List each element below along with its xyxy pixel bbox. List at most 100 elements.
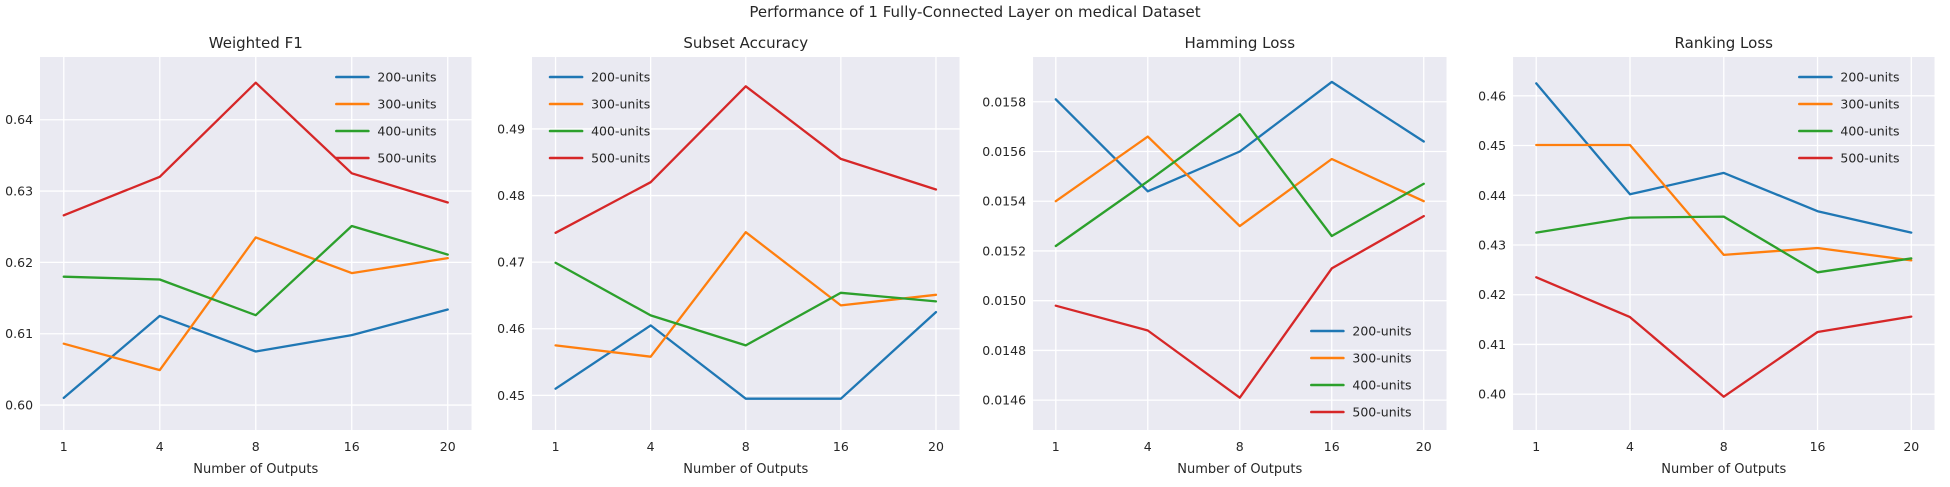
x-tick-label: 1 (1532, 439, 1540, 454)
x-tick-label: 16 (1324, 439, 1340, 454)
subplot-row: Weighted F1 0.60 0.61 0.62 0.63 0.64 1 4 8 16 20 Nu… (0, 27, 1950, 487)
legend-label: 400-units (1352, 378, 1411, 393)
y-tick-label: 0.0152 (982, 243, 1026, 258)
y-tick-label: 0.45 (497, 388, 525, 403)
y-tick-label: 0.49 (497, 121, 525, 136)
y-tick-label: 0.45 (1478, 138, 1506, 153)
legend-label: 500-units (377, 151, 436, 166)
legend-label: 500-units (591, 151, 650, 166)
subplot-title: Subset Accuracy (683, 34, 808, 52)
legend-label: 300-units (1352, 351, 1411, 366)
x-tick-label: 16 (832, 439, 848, 454)
x-axis-label: Number of Outputs (1661, 462, 1786, 477)
legend-item-400-units: 400-units (335, 124, 437, 139)
line-200-units (1534, 82, 1912, 234)
figure-suptitle: Performance of 1 Fully-Connected Layer o… (749, 3, 1201, 21)
y-tick-label: 0.40 (1478, 387, 1506, 402)
legend: 200-units 300-units 400-units 500-units (335, 70, 437, 166)
y-tick-label: 0.44 (1478, 188, 1506, 203)
x-tick-label: 8 (1719, 439, 1727, 454)
x-tick-label: 8 (1236, 439, 1244, 454)
x-tick-label: 4 (156, 439, 164, 454)
y-tick-label: 0.61 (5, 326, 33, 341)
legend-label: 200-units (377, 70, 436, 85)
x-tick-label: 4 (646, 439, 654, 454)
legend-item-200-units: 200-units (1797, 70, 1899, 85)
x-tick-label: 1 (60, 439, 68, 454)
x-tick-label: 8 (252, 439, 260, 454)
subplot-subset-accuracy: Subset Accuracy 0.45 0.46 0.47 0.48 0.49 1 4 8 16… (488, 27, 976, 487)
subplot-title: Hamming Loss (1184, 34, 1295, 52)
x-axis-label: Number of Outputs (193, 462, 318, 477)
legend-item-300-units: 300-units (1797, 97, 1899, 112)
line-200-units (553, 310, 937, 400)
subplot-canvas-weighted-f1: Weighted F1 0.60 0.61 0.62 0.63 0.64 1 4 8 16 20 Nu… (5, 34, 472, 477)
legend-label: 500-units (1840, 151, 1899, 166)
y-tick-label: 0.60 (5, 398, 33, 413)
legend-item-400-units: 400-units (548, 124, 650, 139)
line-500-units (1054, 214, 1425, 399)
y-tick-label: 0.48 (497, 188, 525, 203)
y-tick-label: 0.0154 (982, 194, 1026, 209)
line-500-units (553, 85, 937, 234)
subplot-title: Ranking Loss (1674, 34, 1773, 52)
x-tick-label: 4 (1144, 439, 1152, 454)
legend-label: 300-units (1840, 97, 1899, 112)
legend-item-300-units: 300-units (548, 97, 650, 111)
x-tick-label: 16 (1809, 439, 1825, 454)
subplot-canvas-subset-accuracy: Subset Accuracy 0.45 0.46 0.47 0.48 0.49 1 4 8 16… (497, 34, 959, 477)
legend-item-400-units: 400-units (1797, 124, 1899, 139)
legend-label: 400-units (591, 124, 650, 139)
x-tick-label: 1 (1052, 439, 1060, 454)
y-tick-label: 0.0158 (982, 94, 1026, 109)
legend-item-200-units: 200-units (1310, 324, 1412, 339)
line-500-units (1534, 276, 1912, 398)
y-tick-label: 0.46 (497, 321, 525, 336)
subplot-canvas-ranking-loss: Ranking Loss 0.40 0.41 0.42 0.43 0.44 0.45 0.46… (1478, 34, 1934, 477)
legend: 200-units 300-units 400-units 500-units (548, 70, 650, 166)
legend-label: 300-units (377, 97, 436, 112)
line-400-units (1534, 215, 1912, 274)
legend-item-500-units: 500-units (548, 151, 650, 166)
legend: 200-units 300-units 400-units 500-units (1310, 324, 1412, 420)
line-300-units (1054, 135, 1425, 228)
x-tick-label: 1 (551, 439, 559, 454)
line-300-units (62, 236, 449, 372)
legend-item-300-units: 300-units (335, 97, 437, 112)
y-tick-label: 0.46 (1478, 88, 1506, 103)
legend-label: 500-units (1352, 405, 1411, 420)
x-tick-label: 8 (741, 439, 749, 454)
x-tick-label: 20 (440, 439, 456, 454)
subplot-hamming-loss: Hamming Loss 0.0146 0.0148 0.0150 0.0152 0.01… (975, 27, 1463, 487)
legend-label: 400-units (1840, 124, 1899, 139)
x-tick-label: 4 (1626, 439, 1634, 454)
x-tick-label: 16 (344, 439, 360, 454)
line-200-units (62, 308, 449, 400)
legend-item-400-units: 400-units (1310, 378, 1412, 393)
y-tick-label: 0.43 (1478, 237, 1506, 252)
legend-item-200-units: 200-units (335, 70, 437, 85)
legend-label: 200-units (1352, 324, 1411, 339)
x-tick-label: 20 (1903, 439, 1919, 454)
subplot-canvas-hamming-loss: Hamming Loss 0.0146 0.0148 0.0150 0.0152 0.01… (982, 34, 1447, 477)
legend-label: 200-units (591, 70, 650, 85)
line-300-units (553, 231, 937, 358)
legend-label: 400-units (377, 124, 436, 139)
x-tick-label: 20 (928, 439, 944, 454)
legend-item-500-units: 500-units (335, 151, 437, 166)
y-tick-label: 0.63 (5, 184, 33, 199)
legend-item-500-units: 500-units (1797, 151, 1899, 166)
legend-item-200-units: 200-units (548, 70, 650, 85)
line-400-units (1054, 113, 1425, 248)
line-400-units (553, 261, 937, 347)
legend: 200-units 300-units 400-units 500-units (1797, 70, 1899, 166)
x-axis-label: Number of Outputs (683, 462, 808, 477)
line-300-units (1534, 143, 1912, 262)
x-axis-label: Number of Outputs (1177, 462, 1302, 477)
legend-label: 200-units (1840, 70, 1899, 85)
line-400-units (62, 224, 449, 317)
y-tick-label: 0.0146 (982, 393, 1026, 408)
y-tick-label: 0.0156 (982, 144, 1026, 159)
y-tick-label: 0.41 (1478, 337, 1506, 352)
